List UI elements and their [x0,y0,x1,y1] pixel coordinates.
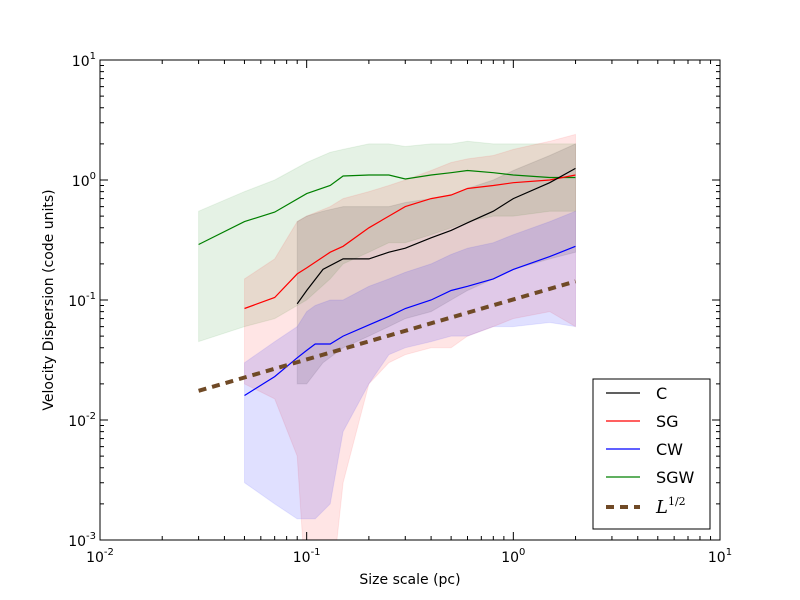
y-tick-label: 10-2 [68,411,96,430]
uncertainty-bands [198,133,576,540]
y-tick-label: 10-1 [68,291,96,310]
y-tick-label: 100 [72,171,96,190]
band-sgw [198,140,576,343]
reference-line-l-half [198,279,577,393]
x-tick-label: 10-2 [86,547,114,566]
x-tick-label: 101 [708,547,732,566]
band-sg [244,133,576,540]
x-tick-label: 10-1 [293,547,321,566]
legend-label-sgw: SGW [656,468,695,487]
y-tick-label: 10-3 [68,531,96,550]
legend: C SG CW SGW L1/2 [592,378,711,530]
legend-label-c: C [656,384,667,403]
band-cw [244,210,576,520]
plot-frame [99,59,721,541]
legend-label-l-half: L1/2 [655,495,686,518]
series-line-sgw [198,169,576,246]
series-lines [198,167,577,397]
x-axis-label: Size scale (pc) [359,572,460,588]
y-axis-label: Velocity Dispersion (code units) [41,189,57,410]
legend-label-sg: SG [656,412,679,431]
series-line-c [296,167,576,305]
legend-box [592,378,711,530]
x-tick-label: 100 [501,547,525,566]
y-tick-label: 101 [72,51,96,70]
series-line-sg [244,174,576,310]
legend-label-cw: CW [656,440,683,459]
series-line-cw [244,245,576,397]
